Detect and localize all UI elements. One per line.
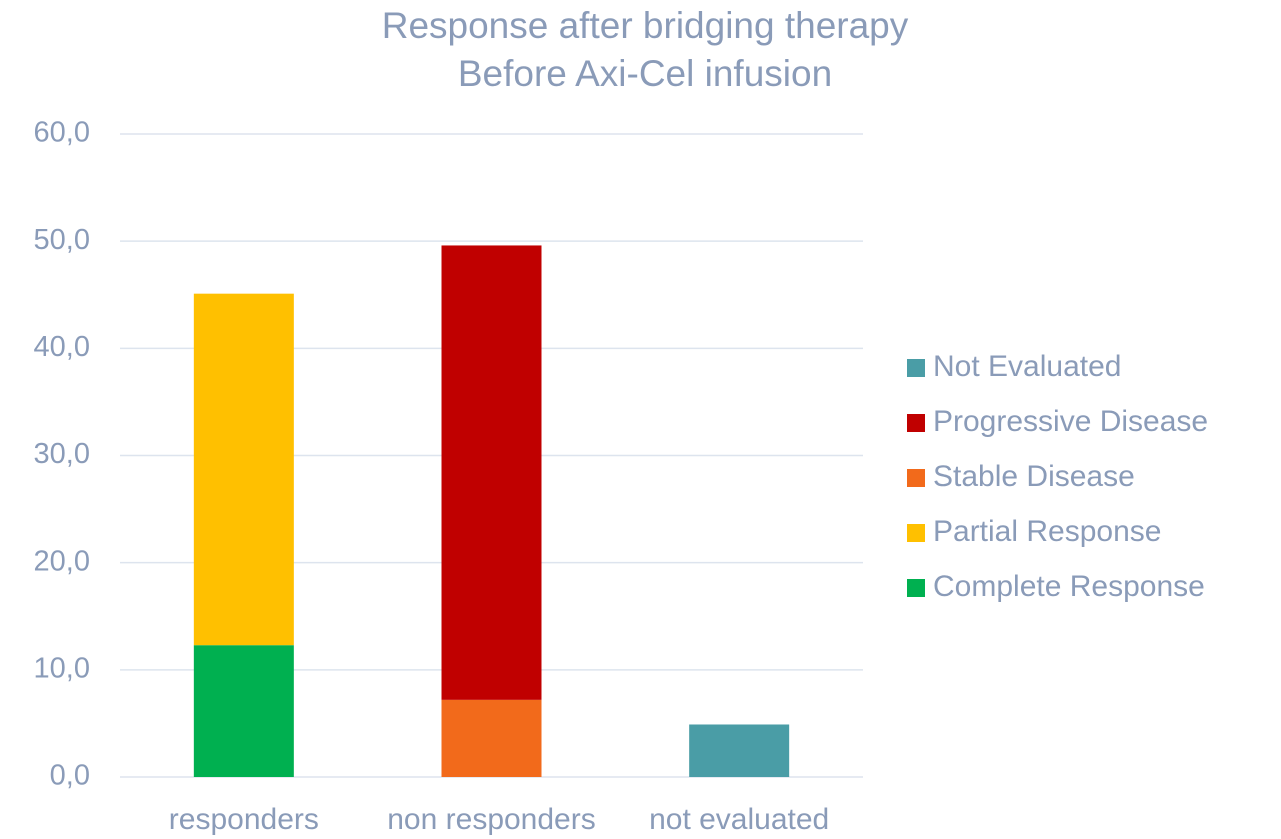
y-tick-label: 30,0: [34, 438, 90, 470]
x-tick-label: not evaluated: [649, 803, 829, 836]
legend-label: Complete Response: [933, 570, 1205, 603]
y-tick-label: 10,0: [34, 652, 90, 684]
y-tick-label: 20,0: [34, 545, 90, 577]
legend-label: Progressive Disease: [933, 405, 1208, 438]
bar-segment: [441, 699, 542, 777]
legend-swatch: [907, 469, 925, 487]
legend-swatch: [907, 579, 925, 597]
bar-segment: [193, 293, 294, 646]
chart-title: Response after bridging therapy: [382, 5, 909, 46]
legend-swatch: [907, 414, 925, 432]
y-tick-label: 0,0: [50, 760, 90, 792]
x-tick-label: non responders: [387, 803, 595, 836]
legend-swatch: [907, 359, 925, 377]
bar-segment: [441, 245, 542, 700]
legend-label: Not Evaluated: [933, 350, 1121, 383]
y-tick-label: 60,0: [34, 117, 90, 149]
legend-label: Partial Response: [933, 515, 1161, 548]
y-tick-label: 50,0: [34, 224, 90, 256]
bar-segment: [193, 645, 294, 777]
legend-swatch: [907, 524, 925, 542]
x-tick-label: responders: [169, 803, 319, 836]
bar-segment: [689, 724, 790, 777]
chart-subtitle: Before Axi-Cel infusion: [458, 53, 832, 94]
y-tick-label: 40,0: [34, 331, 90, 363]
legend-label: Stable Disease: [933, 460, 1135, 493]
